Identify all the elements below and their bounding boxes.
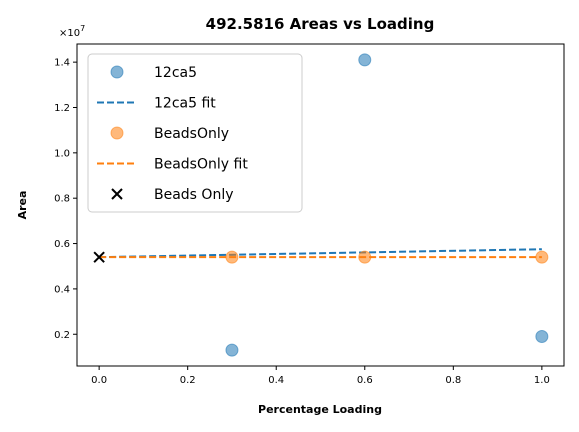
x-axis: 0.0 0.2 0.4 0.6 0.8 1.0 xyxy=(91,366,550,386)
plot-area xyxy=(76,43,565,367)
x-marker-stroke xyxy=(93,251,105,263)
y-tick-label: 1.2 xyxy=(54,103,70,114)
y-axis-multiplier-exponent: 7 xyxy=(80,24,85,33)
legend-box xyxy=(87,53,303,213)
legend-label: BeadsOnly fit xyxy=(154,157,248,173)
legend-label: Beads Only xyxy=(154,187,234,203)
legend-item-12ca5: 12ca5 xyxy=(110,65,197,81)
y-tick-label: 1.4 xyxy=(54,58,70,69)
x-tick-label: 0.0 xyxy=(91,375,107,386)
y-axis-multiplier-base: ×10 xyxy=(59,28,80,39)
legend-marker xyxy=(111,188,123,200)
point-12ca5 xyxy=(535,330,549,344)
x-tick-label: 0.2 xyxy=(180,375,196,386)
legend-label: 12ca5 xyxy=(154,65,197,81)
legend-label: BeadsOnly xyxy=(154,126,229,142)
y-tick-label: 0.2 xyxy=(54,330,70,341)
y-axis: 0.2 0.4 0.6 0.8 1.0 1.2 1.4 xyxy=(54,58,77,341)
series-line-12ca5-fit xyxy=(99,248,542,259)
y-axis-multiplier: ×107 xyxy=(59,24,85,39)
legend-marker xyxy=(110,65,124,79)
point-beadsonly xyxy=(358,250,372,264)
legend: 12ca5 12ca5 fit BeadsOnly BeadsOnly fit Bead… xyxy=(87,53,303,213)
legend-label: 12ca5 fit xyxy=(154,96,216,112)
point-12ca5 xyxy=(225,343,239,357)
y-tick-label: 0.8 xyxy=(54,194,70,205)
point-beadsonly xyxy=(225,250,239,264)
legend-marker xyxy=(110,126,124,140)
x-tick-label: 1.0 xyxy=(534,375,550,386)
y-axis-title: Area xyxy=(16,191,29,220)
y-tick-label: 0.6 xyxy=(54,239,70,250)
chart-title: 492.5816 Areas vs Loading xyxy=(206,15,435,33)
x-tick-label: 0.6 xyxy=(357,375,373,386)
legend-item-beadsonly-fit: BeadsOnly fit xyxy=(97,157,248,173)
x-tick-label: 0.8 xyxy=(445,375,461,386)
y-tick-label: 0.4 xyxy=(54,284,70,295)
legend-item-beadsonly: BeadsOnly xyxy=(110,126,229,142)
legend-item-12ca5-fit: 12ca5 fit xyxy=(97,96,216,112)
legend-item-beads-only: Beads Only xyxy=(111,187,234,203)
y-tick-label: 1.0 xyxy=(54,148,70,159)
series-layer xyxy=(93,53,549,357)
point-beads-only xyxy=(93,251,105,263)
point-12ca5 xyxy=(358,53,372,67)
point-beadsonly xyxy=(535,250,549,264)
x-axis-title: Percentage Loading xyxy=(258,403,382,416)
x-tick-label: 0.4 xyxy=(268,375,284,386)
